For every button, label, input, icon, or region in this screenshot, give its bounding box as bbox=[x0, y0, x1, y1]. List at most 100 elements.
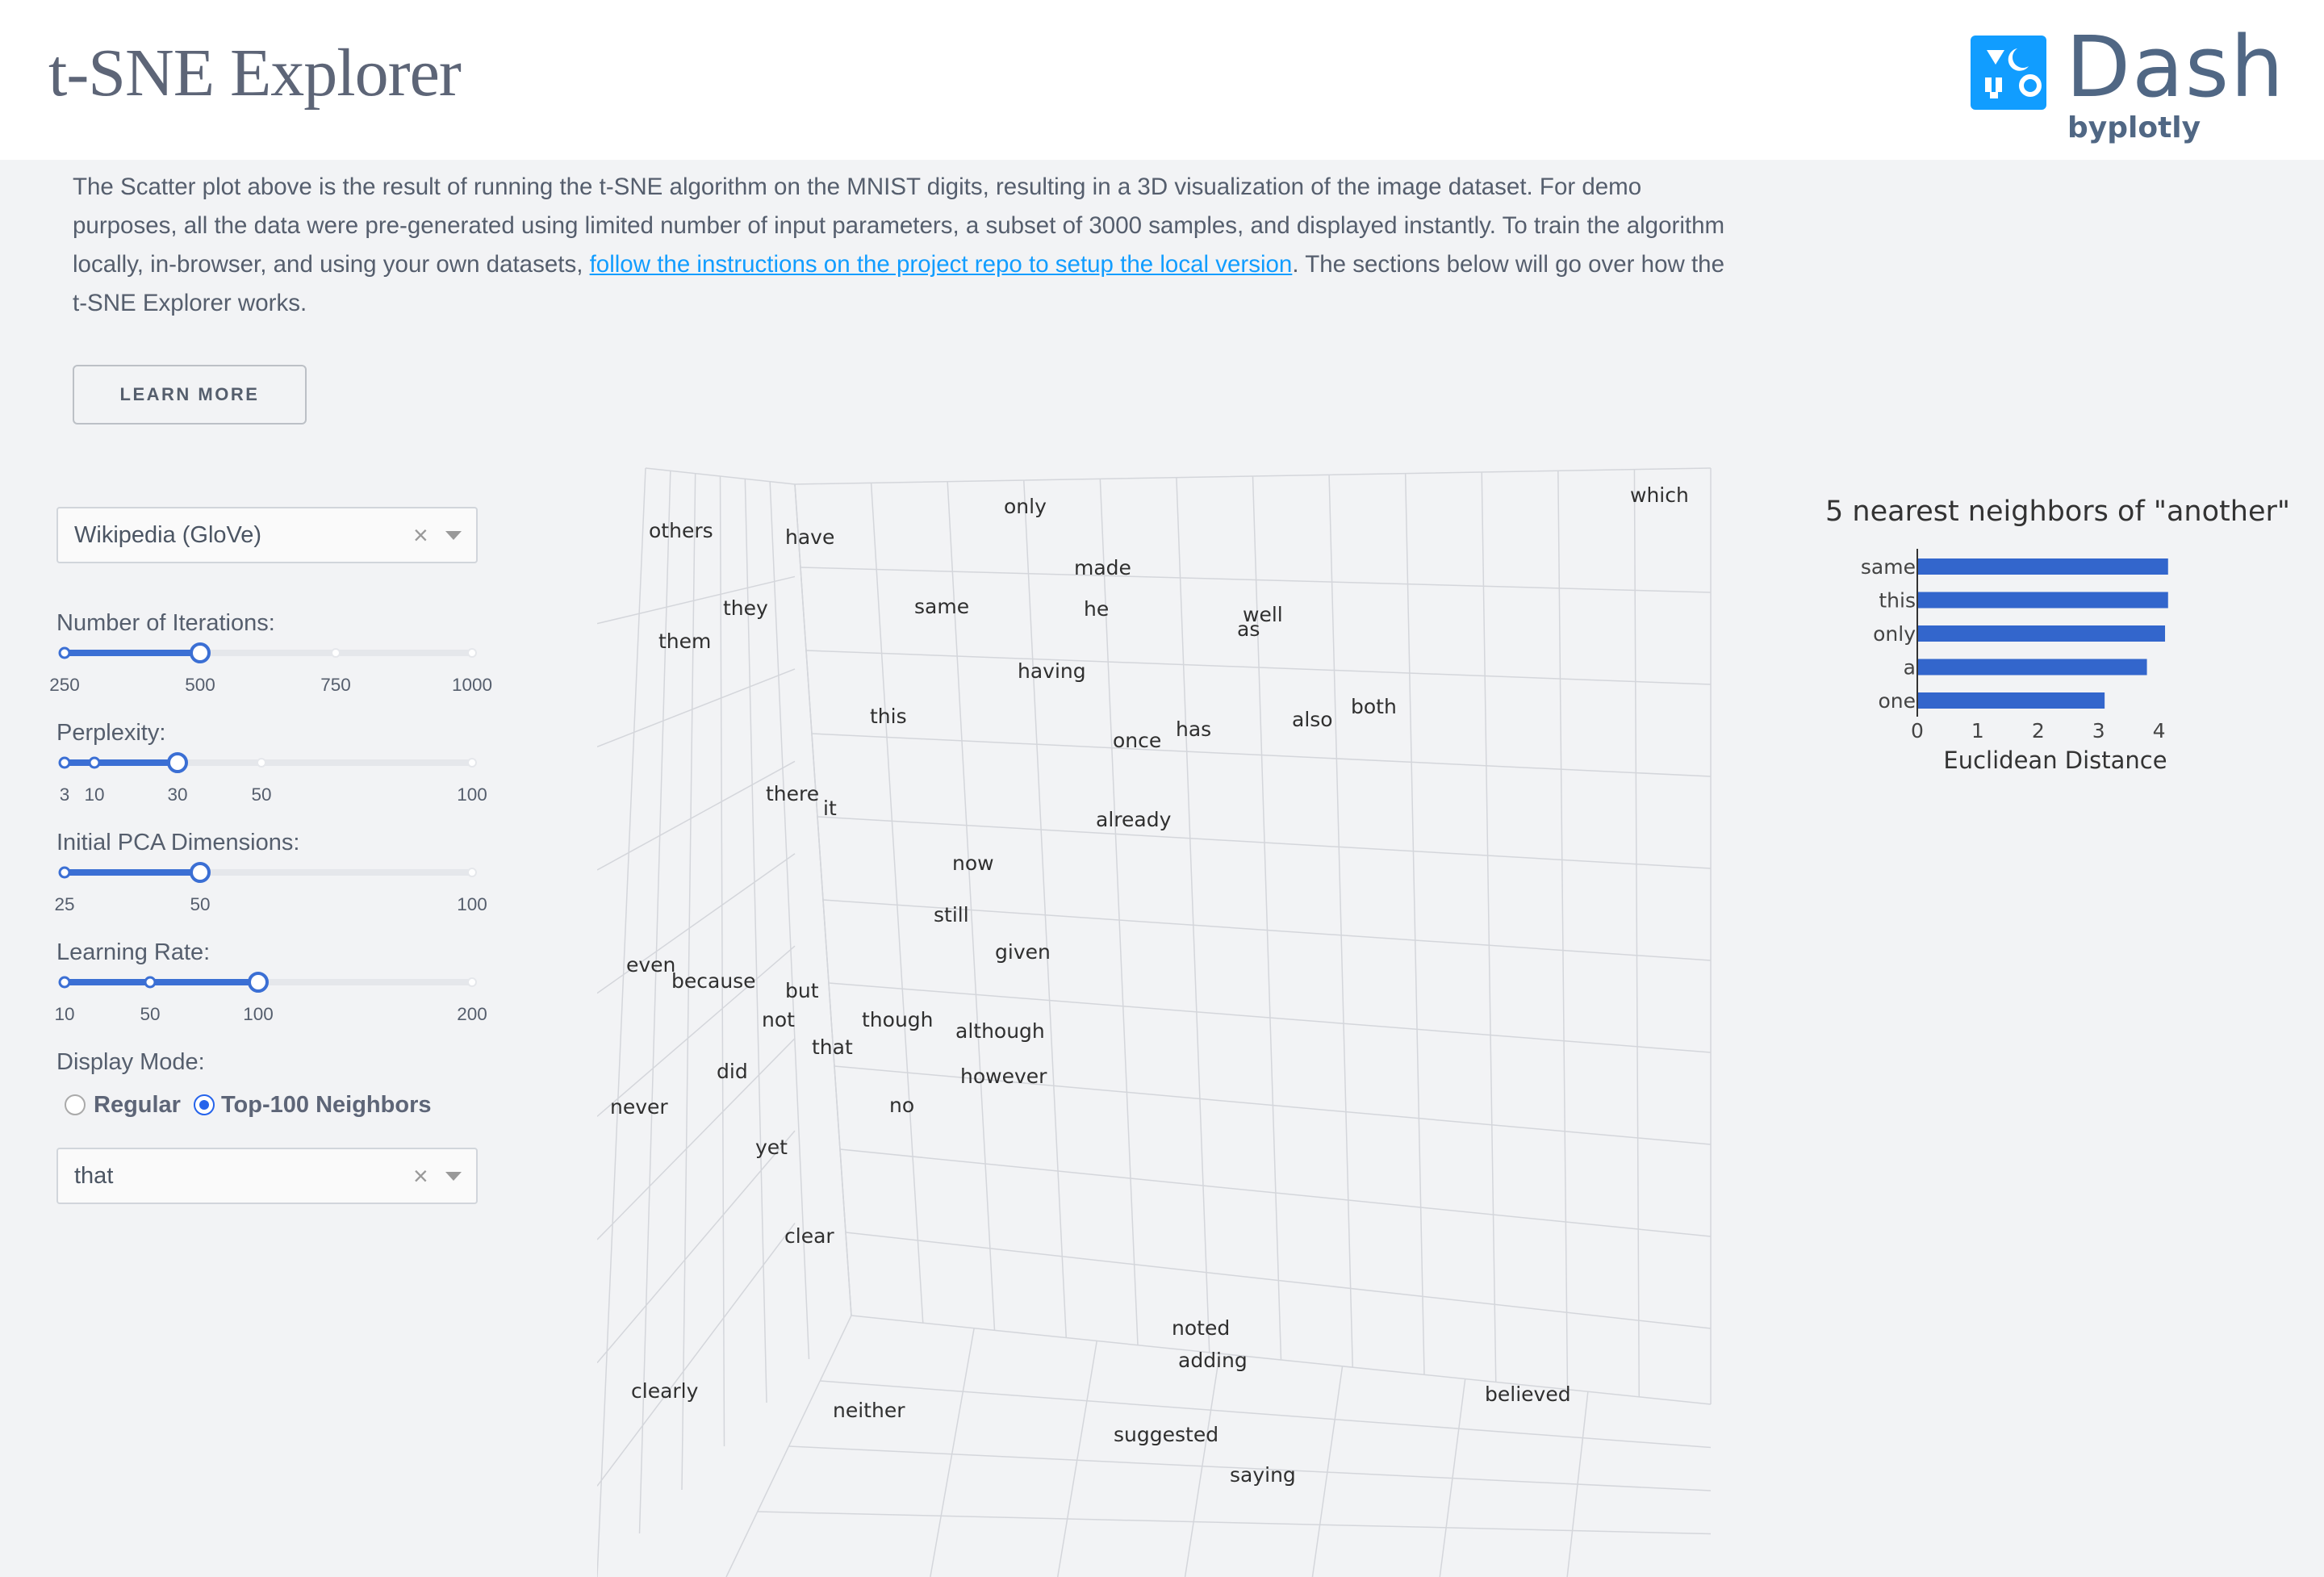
iterations-label: Number of Iterations: bbox=[56, 610, 275, 636]
scatter-word-label[interactable]: did bbox=[717, 1060, 748, 1083]
scatter-word-label[interactable]: has bbox=[1176, 717, 1211, 741]
scatter-word-label[interactable]: which bbox=[1630, 483, 1689, 507]
scatter-word-label[interactable]: given bbox=[995, 940, 1051, 964]
scatter-word-label[interactable]: there bbox=[766, 782, 819, 805]
dataset-clear-icon[interactable]: × bbox=[413, 521, 428, 550]
dash-logo[interactable]: Dash byplotly bbox=[1971, 18, 2324, 147]
scatter-word-label[interactable]: clear bbox=[784, 1224, 834, 1248]
scatter-word-label[interactable]: no bbox=[889, 1094, 914, 1117]
pca-label: Initial PCA Dimensions: bbox=[56, 830, 300, 855]
scatter-word-label[interactable]: this bbox=[870, 705, 907, 728]
scatter-word-label[interactable]: it bbox=[823, 797, 837, 820]
learn-more-button[interactable]: LEARN MORE bbox=[73, 365, 307, 425]
scatter-word-label[interactable]: yet bbox=[755, 1136, 788, 1159]
perplexity-slider[interactable] bbox=[56, 752, 484, 776]
word-dropdown[interactable]: that × bbox=[56, 1148, 478, 1204]
scatter-word-label[interactable]: not bbox=[762, 1008, 795, 1031]
bar-category-label: a bbox=[1904, 656, 1916, 680]
iterations-tick: 1000 bbox=[451, 675, 493, 695]
bar-only[interactable] bbox=[1917, 625, 2166, 642]
dash-logo-word: Dash bbox=[2066, 18, 2285, 116]
perplexity-tick: 50 bbox=[251, 784, 272, 805]
scatter-word-label[interactable]: even bbox=[626, 953, 675, 977]
learning-rate-slider[interactable] bbox=[56, 972, 484, 996]
display-mode-label: Display Mode: bbox=[56, 1049, 205, 1075]
scatter-word-label[interactable]: made bbox=[1074, 556, 1131, 579]
radio-regular[interactable] bbox=[65, 1094, 86, 1115]
iterations-tick: 250 bbox=[49, 675, 80, 695]
scatter-word-label[interactable]: suggested bbox=[1114, 1423, 1218, 1446]
learning-rate-tick: 10 bbox=[54, 1004, 75, 1024]
scatter-word-label[interactable]: having bbox=[1018, 659, 1086, 683]
scatter-word-label[interactable]: adding bbox=[1178, 1349, 1248, 1372]
scatter-word-label[interactable]: clearly bbox=[631, 1379, 699, 1403]
scatter-word-label[interactable]: he bbox=[1084, 597, 1109, 621]
bar-category-label: this bbox=[1879, 589, 1916, 613]
scatter-word-label[interactable]: never bbox=[610, 1095, 668, 1119]
bar-same[interactable] bbox=[1917, 558, 2168, 575]
scatter-word-label[interactable]: still bbox=[934, 903, 969, 927]
scatter-word-label[interactable]: them bbox=[658, 630, 711, 653]
dataset-dropdown[interactable]: Wikipedia (GloVe) × bbox=[56, 507, 478, 563]
bar-category-label: same bbox=[1861, 555, 1916, 579]
perplexity-tick: 3 bbox=[59, 784, 70, 805]
scatter-word-label[interactable]: noted bbox=[1172, 1316, 1230, 1340]
chart-x-axis-label: Euclidean Distance bbox=[1943, 747, 2167, 774]
bar-this[interactable] bbox=[1917, 592, 2168, 609]
scatter-grid bbox=[597, 467, 1712, 1577]
scatter-word-label[interactable]: although bbox=[955, 1019, 1045, 1043]
scatter-word-label[interactable]: already bbox=[1096, 808, 1172, 831]
perplexity-label: Perplexity: bbox=[56, 720, 166, 746]
scatter-word-label[interactable]: that bbox=[812, 1035, 853, 1059]
scatter-word-label[interactable]: saying bbox=[1230, 1463, 1296, 1487]
iterations-tick: 750 bbox=[320, 675, 351, 695]
chart-x-tick-label: 3 bbox=[2092, 719, 2105, 742]
radio-top-100-neighbors[interactable] bbox=[194, 1094, 215, 1115]
scatter-word-label[interactable]: as bbox=[1237, 617, 1260, 641]
chart-x-tick-label: 1 bbox=[1971, 719, 1984, 742]
scatter-word-label[interactable]: also bbox=[1292, 708, 1333, 731]
scatter-word-label[interactable]: neither bbox=[833, 1399, 905, 1422]
project-repo-link[interactable]: follow the instructions on the project r… bbox=[589, 251, 1293, 278]
pca-tick: 100 bbox=[457, 894, 487, 914]
scatter-word-label[interactable]: both bbox=[1351, 695, 1397, 718]
scatter-word-label[interactable]: they bbox=[723, 596, 768, 620]
chart-x-tick-label: 2 bbox=[2032, 719, 2045, 742]
scatter-word-label[interactable]: believed bbox=[1485, 1382, 1571, 1406]
nearest-neighbors-bar-chart[interactable]: 5 nearest neighbors of "another" same thi… bbox=[1816, 484, 2316, 791]
scatter-word-label[interactable]: now bbox=[952, 851, 994, 875]
learning-rate-tick: 50 bbox=[140, 1004, 161, 1024]
scatter-word-label[interactable]: once bbox=[1113, 729, 1161, 752]
scatter-word-label[interactable]: but bbox=[785, 979, 819, 1002]
iterations-slider[interactable] bbox=[56, 642, 484, 667]
description-text: The Scatter plot above is the result of … bbox=[73, 174, 1725, 316]
learning-rate-tick: 200 bbox=[457, 1004, 487, 1024]
scatter-word-label[interactable]: though bbox=[862, 1008, 934, 1031]
chevron-down-icon[interactable] bbox=[445, 531, 462, 541]
iterations-tick: 500 bbox=[185, 675, 215, 695]
radio-regular-label[interactable]: Regular bbox=[94, 1092, 181, 1118]
bar-a[interactable] bbox=[1917, 659, 2147, 676]
scatter-word-label[interactable]: because bbox=[671, 969, 756, 993]
scatter-word-label[interactable]: others bbox=[649, 519, 713, 542]
perplexity-slider-handle bbox=[167, 752, 188, 773]
scatter-word-label[interactable]: well bbox=[1243, 603, 1283, 626]
perplexity-tick: 100 bbox=[457, 784, 487, 805]
pca-slider-handle bbox=[190, 862, 211, 883]
learning-rate-label: Learning Rate: bbox=[56, 939, 211, 965]
pca-slider[interactable] bbox=[56, 862, 484, 886]
scatter-word-label[interactable]: have bbox=[785, 525, 834, 549]
perplexity-tick: 30 bbox=[167, 784, 188, 805]
word-clear-icon[interactable]: × bbox=[413, 1161, 428, 1190]
radio-top-100-neighbors-label[interactable]: Top-100 Neighbors bbox=[221, 1092, 432, 1118]
dataset-dropdown-value: Wikipedia (GloVe) bbox=[74, 522, 262, 548]
scatter-word-label[interactable]: same bbox=[914, 595, 969, 618]
chevron-down-icon[interactable] bbox=[445, 1172, 462, 1182]
scatter-word-label[interactable]: however bbox=[960, 1065, 1047, 1088]
chart-x-tick-label: 0 bbox=[1911, 719, 1924, 742]
scatter-word-label[interactable]: only bbox=[1004, 495, 1047, 518]
pca-tick: 25 bbox=[54, 894, 75, 914]
bar-one[interactable] bbox=[1917, 692, 2105, 709]
app-title: t-SNE Explorer bbox=[48, 36, 462, 111]
